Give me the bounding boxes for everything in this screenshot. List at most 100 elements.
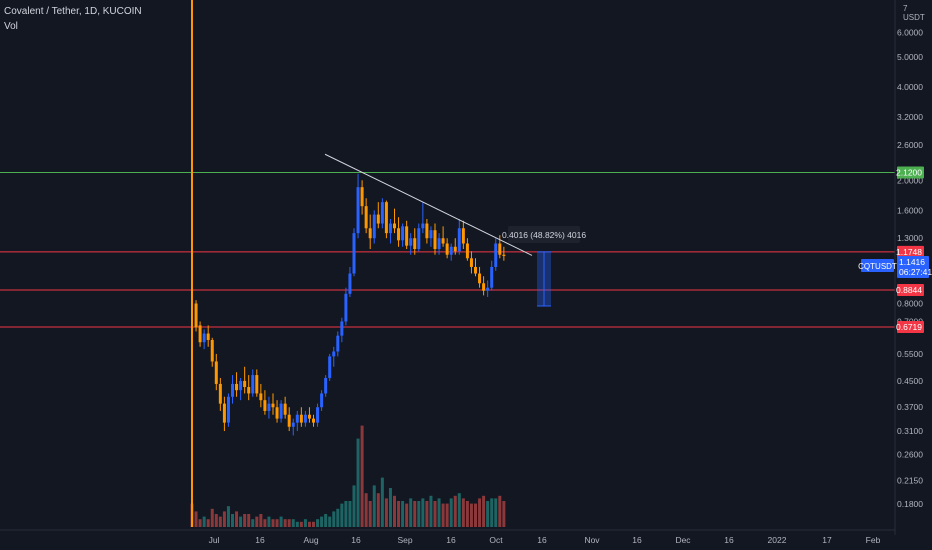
- price-tick-label: 1.3000: [897, 233, 923, 243]
- volume-bar: [409, 498, 413, 527]
- candle-body: [478, 273, 482, 284]
- volume-bar: [312, 521, 315, 527]
- volume-bar: [275, 519, 279, 527]
- candle-body: [307, 414, 311, 419]
- volume-bar: [336, 508, 340, 527]
- volume-bar: [202, 516, 206, 527]
- candle-body: [251, 375, 255, 394]
- volume-bar: [380, 477, 384, 527]
- price-tick-label: 0.3700: [897, 402, 923, 412]
- candle-body: [360, 187, 364, 207]
- candle-body: [482, 283, 486, 291]
- candle-body: [328, 356, 332, 378]
- candle-body: [275, 407, 279, 419]
- candle-body: [312, 418, 315, 423]
- volume-bar: [372, 485, 376, 527]
- price-axis[interactable]: 6.0000 5.0000 4.0000 3.2000 2.6000 2.0000 1.60…: [858, 0, 932, 550]
- price-tick-label: 2.6000: [897, 140, 923, 150]
- volume-bar: [255, 516, 259, 527]
- time-axis[interactable]: Jul 16 Aug 16 Sep 16 Oct 16 Nov 16 Dec 16 2022 17 Feb: [0, 529, 895, 545]
- axis-currency[interactable]: 7 USDT: [903, 4, 925, 22]
- price-tick-label: 5.0000: [897, 52, 923, 62]
- candle-body: [231, 383, 234, 397]
- candle-body: [295, 414, 299, 423]
- volume-bar: [421, 498, 425, 527]
- current-price-value: 1.1416: [899, 257, 925, 267]
- time-tick-label: 17: [822, 535, 832, 545]
- candle-body: [226, 396, 230, 423]
- volume-bar: [433, 501, 437, 527]
- volume-bar: [490, 498, 494, 527]
- price-line-tag: 2.1200: [896, 167, 922, 177]
- volume-bar: [413, 501, 417, 527]
- volume-bar: [243, 514, 247, 527]
- candle-body: [239, 380, 243, 391]
- time-tick-label: 16: [537, 535, 547, 545]
- volume-bar: [247, 514, 251, 527]
- price-tick-label: 0.1800: [897, 499, 923, 509]
- volume-bar: [405, 503, 409, 527]
- candle-body: [441, 238, 445, 244]
- volume-bar: [259, 514, 263, 527]
- volume-bar: [356, 438, 360, 527]
- volume-bar: [498, 495, 502, 527]
- candle-body: [324, 377, 328, 394]
- price-line-tag: 0.8844: [896, 285, 922, 295]
- volume-bar: [494, 498, 498, 527]
- candle-body: [445, 243, 449, 255]
- volume-bar: [295, 521, 299, 527]
- volume-legend[interactable]: Vol: [4, 21, 18, 32]
- candle-body: [356, 187, 360, 234]
- volume-bar: [291, 519, 295, 527]
- candle-body: [437, 238, 441, 249]
- volume-bar: [437, 498, 441, 527]
- candle-body: [486, 287, 490, 291]
- volume-bar: [194, 511, 198, 527]
- candle-body: [344, 293, 348, 322]
- volume-bar: [352, 485, 356, 527]
- volume-bar: [214, 514, 218, 527]
- price-tick-label: 2.0000: [897, 175, 923, 185]
- candle-body: [502, 254, 506, 256]
- volume-bar: [384, 498, 388, 527]
- volume-bar: [279, 516, 283, 527]
- volume-bar: [287, 519, 291, 527]
- candle-body: [259, 393, 263, 401]
- candle-body: [263, 400, 267, 411]
- candle-body: [409, 238, 413, 246]
- drawings[interactable]: 0.4016 (48.82%) 4016: [324, 153, 586, 307]
- volume-bar: [324, 514, 328, 527]
- volume-bar: [316, 519, 320, 527]
- volume-bar: [441, 503, 445, 527]
- candle-body: [449, 246, 453, 255]
- volume-bar: [445, 503, 449, 527]
- volume-bar: [206, 519, 210, 527]
- current-price-tag-bg: [897, 256, 929, 278]
- candle-body: [283, 403, 287, 415]
- volume-bar: [486, 501, 490, 527]
- measure-label: 0.4016 (48.82%) 4016: [502, 230, 586, 240]
- price-line-tag-bg: [897, 284, 924, 297]
- candle-body: [279, 403, 283, 419]
- candle-body: [210, 339, 214, 362]
- candle-body: [336, 335, 340, 352]
- candle-body: [352, 233, 356, 274]
- candle-body: [299, 414, 303, 423]
- volume-bar: [340, 503, 344, 527]
- candle-body: [235, 383, 239, 391]
- price-line-tag-bg: [897, 166, 924, 179]
- candle-body: [453, 246, 457, 252]
- candle-body: [413, 238, 417, 249]
- candle-body: [316, 407, 320, 423]
- trend-line: [324, 153, 533, 256]
- candle-body: [255, 375, 259, 394]
- volume-bar: [465, 501, 469, 527]
- candle-body: [494, 243, 498, 267]
- candle-body: [474, 266, 477, 274]
- chart-title[interactable]: Covalent / Tether, 1D, KUCOIN: [4, 6, 142, 17]
- candle-body: [465, 243, 469, 259]
- symbol-tag-bg: [861, 259, 894, 272]
- volume-bar: [425, 501, 429, 527]
- candle-body: [194, 303, 198, 328]
